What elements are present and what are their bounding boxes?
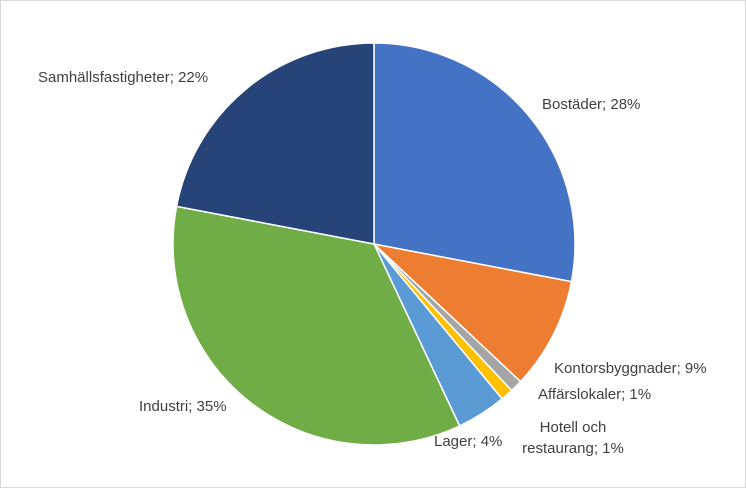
data-label-1: Bostäder; 28% bbox=[542, 96, 640, 113]
data-label-6: Industri; 35% bbox=[139, 398, 227, 415]
data-label-2: Kontorsbyggnader; 9% bbox=[554, 360, 707, 377]
pie-slice-6 bbox=[172, 205, 461, 446]
pie-slice-7 bbox=[175, 42, 375, 245]
data-label-3: Affärslokaler; 1% bbox=[538, 386, 651, 403]
data-label-7: Samhällsfastigheter; 22% bbox=[38, 69, 208, 86]
data-label-5: Lager; 4% bbox=[434, 433, 502, 450]
pie-slice-2 bbox=[371, 242, 573, 383]
pie-slice-1 bbox=[373, 42, 576, 283]
data-label-4: Hotell och restaurang; 1% bbox=[522, 419, 624, 457]
